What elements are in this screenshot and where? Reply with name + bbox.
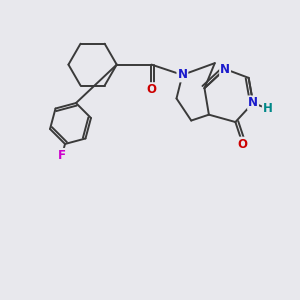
Text: F: F (58, 149, 66, 162)
Text: H: H (263, 102, 273, 115)
Text: N: N (177, 68, 188, 81)
Text: O: O (238, 138, 248, 151)
Text: N: N (248, 96, 258, 110)
Text: N: N (220, 62, 230, 76)
Text: O: O (146, 83, 157, 96)
